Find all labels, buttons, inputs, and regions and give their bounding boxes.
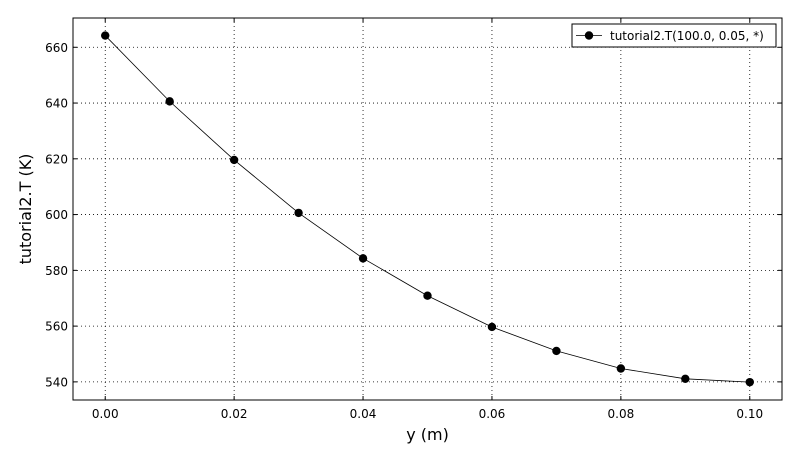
legend-entry-label: tutorial2.T(100.0, 0.05, *) <box>610 29 764 43</box>
y-tick-labels: 540 560 580 600 620 640 660 <box>45 41 68 390</box>
data-point <box>616 364 626 373</box>
x-tick-label: 0.04 <box>350 407 377 421</box>
data-point <box>681 374 690 384</box>
data-point <box>552 346 561 356</box>
data-point <box>294 208 303 218</box>
x-tick-label: 0.06 <box>479 407 506 421</box>
plot-frame <box>72 17 783 401</box>
series-layer <box>101 31 754 387</box>
y-tick-label: 660 <box>45 41 68 55</box>
data-point <box>423 291 432 300</box>
data-point <box>229 155 239 165</box>
x-tick-label: 0.02 <box>221 407 248 421</box>
data-point <box>487 322 497 332</box>
y-tick-label: 640 <box>45 97 68 111</box>
x-tick-label: 0.10 <box>736 407 763 421</box>
y-tick-label: 580 <box>45 264 68 278</box>
x-tick-label: 0.08 <box>608 407 635 421</box>
data-point <box>165 97 174 106</box>
data-point <box>745 377 754 387</box>
x-tick-label: 0.00 <box>92 407 119 421</box>
legend-box <box>571 23 777 48</box>
y-tick-label: 540 <box>45 375 68 389</box>
axis-ticks <box>73 18 782 400</box>
x-axis-label: y (m) <box>406 425 449 444</box>
legend: tutorial2.T(100.0, 0.05, *) <box>571 23 777 48</box>
x-tick-labels: 0.00 0.02 0.04 0.06 0.08 0.10 <box>92 407 763 421</box>
y-tick-label: 560 <box>45 320 68 334</box>
y-axis-label: tutorial2.T (K) <box>16 154 35 265</box>
data-point <box>101 31 110 40</box>
data-point <box>358 254 368 263</box>
y-tick-label: 600 <box>45 208 68 222</box>
legend-marker <box>584 31 594 40</box>
y-tick-label: 620 <box>45 152 68 166</box>
